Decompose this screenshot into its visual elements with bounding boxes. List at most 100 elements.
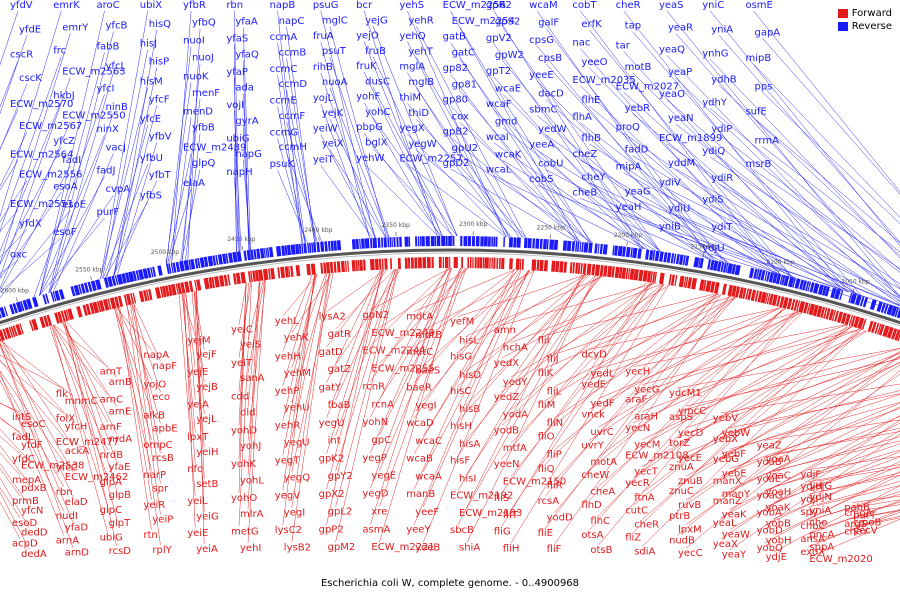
reverse-gene-label: yehR bbox=[408, 15, 433, 26]
reverse-gene-label: gpT2 bbox=[486, 66, 511, 77]
reverse-feature bbox=[311, 242, 314, 253]
forward-feature bbox=[727, 284, 734, 297]
forward-feature bbox=[0, 336, 2, 342]
forward-feature bbox=[180, 282, 186, 294]
forward-gene-label: yebG bbox=[713, 454, 739, 465]
forward-feature bbox=[874, 322, 880, 334]
forward-feature bbox=[709, 281, 716, 293]
reverse-feature bbox=[32, 296, 39, 308]
forward-gene-label: yegT bbox=[275, 456, 300, 467]
gene-connector bbox=[0, 428, 30, 461]
forward-gene-label: yejA bbox=[187, 399, 209, 410]
forward-feature bbox=[164, 285, 170, 297]
gene-connector bbox=[457, 274, 585, 491]
forward-feature bbox=[646, 270, 652, 283]
reverse-gene-label: yehW bbox=[356, 153, 384, 164]
reverse-feature bbox=[179, 260, 185, 272]
reverse-gene-label: fabB bbox=[97, 41, 120, 52]
forward-gene-label: gpP2 bbox=[319, 525, 344, 536]
reverse-feature bbox=[324, 241, 328, 252]
reverse-gene-label: wcaF bbox=[486, 99, 512, 110]
reverse-feature bbox=[602, 244, 608, 255]
reverse-feature bbox=[654, 250, 660, 262]
reverse-gene-label: hkbJ bbox=[53, 91, 74, 102]
forward-gene-label: yehP bbox=[275, 386, 299, 397]
gene-connector bbox=[407, 164, 507, 238]
gene-connector bbox=[710, 253, 900, 313]
forward-feature bbox=[798, 300, 806, 313]
forward-feature bbox=[738, 287, 744, 299]
gene-connector bbox=[457, 274, 590, 422]
forward-feature bbox=[270, 267, 276, 280]
gene-connector bbox=[545, 293, 719, 368]
gene-connector bbox=[808, 481, 900, 508]
reverse-gene-label: ydjU bbox=[702, 243, 724, 254]
forward-gene-label: znuA bbox=[669, 462, 694, 473]
gene-connector bbox=[666, 99, 900, 302]
reverse-gene-label: mglA bbox=[399, 62, 425, 73]
forward-gene-label: yobA bbox=[757, 507, 782, 518]
gene-connector bbox=[554, 296, 736, 387]
reverse-feature bbox=[630, 247, 633, 258]
reverse-feature bbox=[673, 253, 677, 264]
reverse-gene-label: cheB bbox=[572, 187, 597, 198]
gene-connector bbox=[546, 169, 723, 263]
forward-gene-label: rplY bbox=[152, 545, 172, 556]
gene-connector bbox=[372, 26, 458, 237]
forward-feature bbox=[177, 282, 182, 295]
gene-connector bbox=[676, 355, 900, 536]
forward-gene-label: yeaW bbox=[722, 530, 750, 541]
reverse-gene-label: yfcZ bbox=[53, 136, 75, 147]
gene-connector bbox=[545, 63, 727, 263]
gene-connector bbox=[326, 269, 383, 490]
gene-connector bbox=[326, 269, 382, 419]
reverse-gene-label: cpsB bbox=[538, 53, 562, 64]
gene-connector bbox=[764, 461, 900, 526]
forward-gene-label: int bbox=[328, 436, 341, 447]
forward-feature bbox=[867, 320, 874, 332]
gene-connector bbox=[729, 415, 900, 490]
gene-connector bbox=[545, 99, 729, 264]
forward-gene-label: yedE bbox=[581, 380, 606, 391]
reverse-feature bbox=[256, 248, 261, 259]
reverse-feature bbox=[480, 236, 484, 247]
reverse-gene-label: wcaL bbox=[486, 165, 512, 176]
forward-feature bbox=[333, 261, 337, 273]
gene-connector bbox=[764, 419, 900, 441]
legend-forward: Forward bbox=[837, 8, 892, 19]
forward-gene-label: flhD bbox=[581, 500, 602, 511]
gene-connector bbox=[131, 304, 161, 393]
gene-connector bbox=[335, 268, 399, 543]
reverse-feature bbox=[381, 237, 384, 248]
gene-connector bbox=[580, 122, 777, 274]
forward-gene-label: uvrC bbox=[590, 427, 613, 438]
forward-feature bbox=[410, 257, 414, 269]
forward-feature bbox=[123, 294, 128, 306]
gene-connector bbox=[808, 491, 900, 522]
reverse-feature bbox=[333, 240, 338, 251]
gene-connector bbox=[719, 35, 900, 243]
reverse-feature bbox=[731, 264, 737, 275]
reverse-feature bbox=[399, 236, 402, 247]
forward-gene-label: spy bbox=[800, 507, 818, 518]
gene-connector bbox=[407, 133, 508, 238]
reverse-gene-label: yeiT bbox=[313, 155, 335, 166]
reverse-feature bbox=[83, 282, 90, 293]
reverse-feature bbox=[275, 246, 282, 257]
gene-connector bbox=[363, 133, 442, 237]
reverse-feature bbox=[725, 262, 729, 273]
forward-feature bbox=[642, 270, 648, 282]
reverse-feature bbox=[637, 248, 642, 259]
gene-connector bbox=[414, 269, 516, 348]
reverse-feature bbox=[553, 239, 559, 251]
reverse-feature bbox=[116, 273, 124, 285]
reverse-feature bbox=[298, 243, 302, 254]
forward-gene-label: lysA2 bbox=[319, 311, 346, 322]
reverse-gene-label: rihB bbox=[313, 62, 333, 73]
gene-connector bbox=[589, 308, 786, 471]
reverse-feature bbox=[817, 284, 824, 295]
reverse-feature bbox=[284, 245, 288, 256]
forward-gene-label: nfo bbox=[187, 464, 203, 475]
reverse-gene-label: yebR bbox=[625, 103, 650, 114]
gene-connector bbox=[291, 272, 333, 333]
